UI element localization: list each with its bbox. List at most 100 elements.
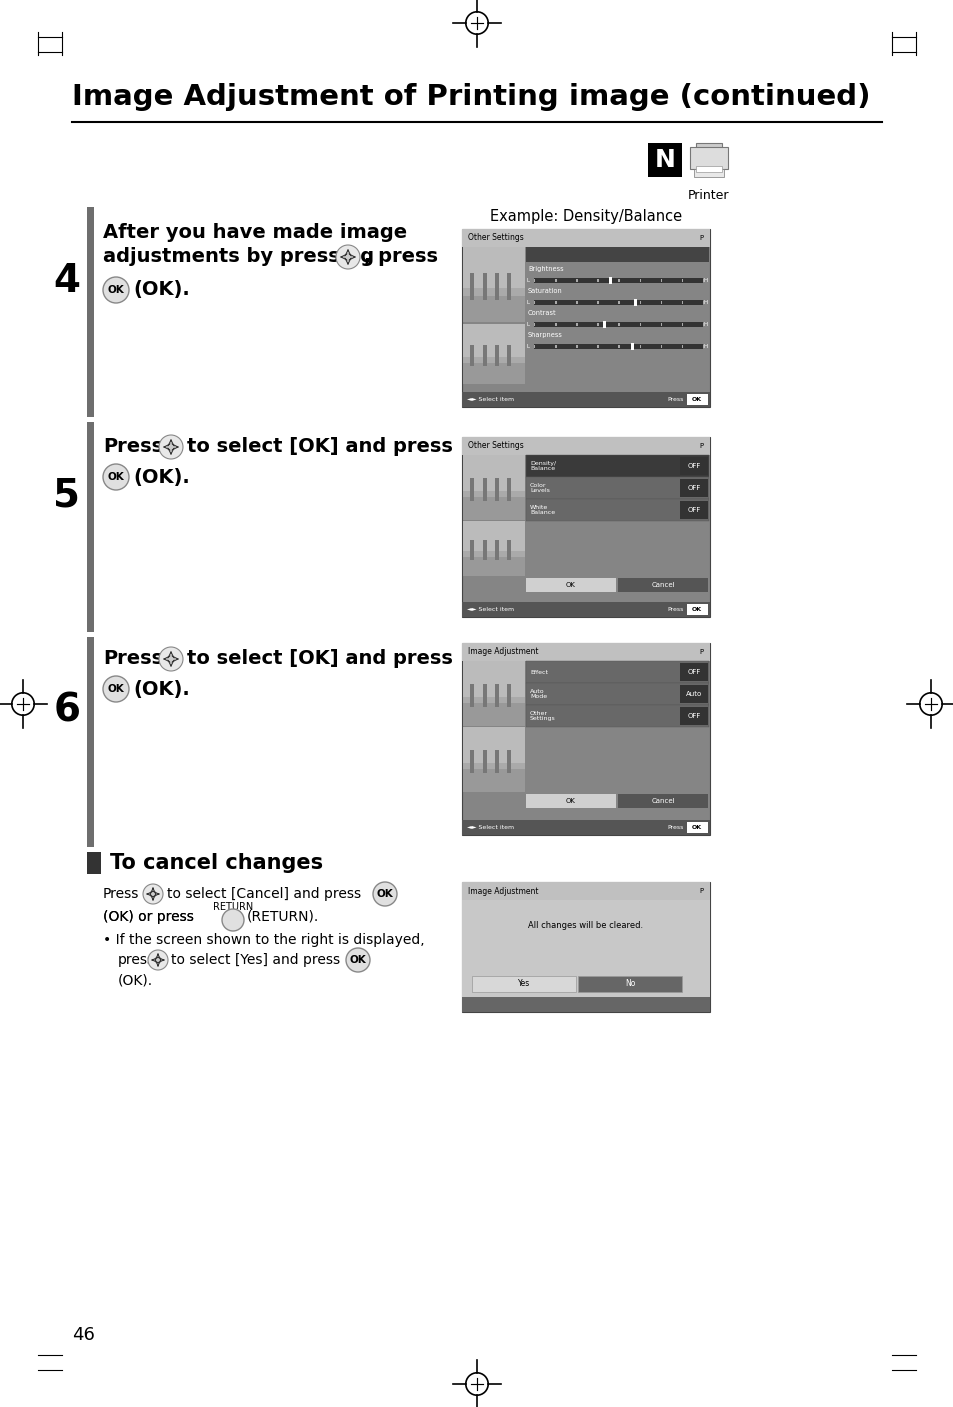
Bar xyxy=(702,324,703,326)
Text: L: L xyxy=(526,277,530,283)
Bar xyxy=(507,345,511,366)
Bar xyxy=(462,363,524,384)
Bar xyxy=(679,663,707,681)
Bar xyxy=(647,144,681,177)
Bar xyxy=(702,301,703,304)
Text: Sharpness: Sharpness xyxy=(527,332,562,338)
Bar xyxy=(525,794,616,808)
Text: ◄► Select item: ◄► Select item xyxy=(467,606,514,612)
Text: ◄► Select item: ◄► Select item xyxy=(467,397,514,402)
Bar xyxy=(470,273,474,300)
Text: P: P xyxy=(700,235,703,241)
Text: 46: 46 xyxy=(71,1325,94,1344)
Text: Auto: Auto xyxy=(685,691,701,696)
Text: adjustments by pressing: adjustments by pressing xyxy=(103,248,374,266)
Bar xyxy=(461,882,709,900)
Circle shape xyxy=(159,435,183,459)
Bar xyxy=(633,300,637,305)
Bar xyxy=(639,279,640,281)
Text: OK: OK xyxy=(565,798,576,803)
Text: OK: OK xyxy=(691,397,701,402)
Circle shape xyxy=(373,882,396,906)
Bar xyxy=(87,207,94,416)
Text: OK: OK xyxy=(691,825,701,830)
Bar xyxy=(507,478,511,501)
Text: OFF: OFF xyxy=(686,713,700,719)
Bar xyxy=(462,248,524,288)
Text: OFF: OFF xyxy=(686,507,700,514)
Bar xyxy=(462,661,524,696)
Text: White
Balance: White Balance xyxy=(530,505,555,515)
Text: Press: Press xyxy=(103,438,163,456)
Bar xyxy=(555,345,556,348)
Text: OK: OK xyxy=(108,286,124,295)
Bar xyxy=(630,343,633,350)
Bar xyxy=(462,248,524,322)
Text: Saturation: Saturation xyxy=(527,288,562,294)
Bar xyxy=(576,345,578,348)
Circle shape xyxy=(148,950,168,969)
Text: RETURN: RETURN xyxy=(213,902,253,912)
Text: (OK).: (OK). xyxy=(132,280,190,300)
Text: (RETURN).: (RETURN). xyxy=(247,910,319,924)
Bar xyxy=(462,521,524,552)
Text: L: L xyxy=(526,300,530,304)
Bar xyxy=(495,345,498,366)
Bar xyxy=(681,301,682,304)
Bar xyxy=(462,324,524,384)
Circle shape xyxy=(168,656,174,663)
Bar xyxy=(534,343,702,349)
Bar xyxy=(525,499,708,521)
Bar xyxy=(507,273,511,300)
Text: H: H xyxy=(703,300,707,304)
Bar xyxy=(578,976,681,992)
Bar xyxy=(461,602,709,618)
Text: 4: 4 xyxy=(53,262,80,300)
Bar xyxy=(482,684,486,706)
Bar xyxy=(534,279,702,283)
Text: to select [OK] and press: to select [OK] and press xyxy=(187,438,453,456)
Bar xyxy=(660,301,661,304)
Circle shape xyxy=(143,884,163,905)
Bar xyxy=(462,324,524,357)
Bar xyxy=(461,229,709,248)
Bar xyxy=(534,324,535,326)
Bar xyxy=(461,643,709,661)
Bar xyxy=(618,794,707,808)
Bar xyxy=(681,324,682,326)
Bar xyxy=(660,324,661,326)
Bar xyxy=(482,540,486,560)
Text: Auto
Mode: Auto Mode xyxy=(530,689,547,699)
Circle shape xyxy=(103,277,129,303)
Bar xyxy=(681,345,682,348)
Text: Cancel: Cancel xyxy=(651,798,674,803)
Bar xyxy=(525,661,708,682)
Text: (OK) or press: (OK) or press xyxy=(103,910,193,924)
Bar xyxy=(472,976,576,992)
Circle shape xyxy=(159,647,183,671)
Text: OK: OK xyxy=(376,889,393,899)
Bar xyxy=(495,684,498,706)
Bar xyxy=(495,478,498,501)
Bar xyxy=(507,540,511,560)
Text: (OK).: (OK). xyxy=(118,974,153,986)
Text: Press: Press xyxy=(103,650,163,668)
Bar xyxy=(462,770,524,792)
Bar xyxy=(534,345,535,348)
Text: (OK).: (OK). xyxy=(132,467,190,487)
Text: to select [Cancel] and press: to select [Cancel] and press xyxy=(167,886,361,900)
Bar xyxy=(87,637,94,847)
Text: OK: OK xyxy=(108,684,124,694)
Bar xyxy=(525,682,708,705)
Bar xyxy=(679,685,707,704)
Text: , press: , press xyxy=(364,248,437,266)
Bar xyxy=(461,643,709,834)
Bar xyxy=(462,727,524,763)
Bar xyxy=(618,279,619,281)
Text: Other
Settings: Other Settings xyxy=(530,711,556,722)
Bar xyxy=(693,169,723,177)
Text: L: L xyxy=(526,343,530,349)
Text: Press: Press xyxy=(667,397,683,402)
Bar xyxy=(534,279,535,281)
Bar xyxy=(534,301,535,304)
